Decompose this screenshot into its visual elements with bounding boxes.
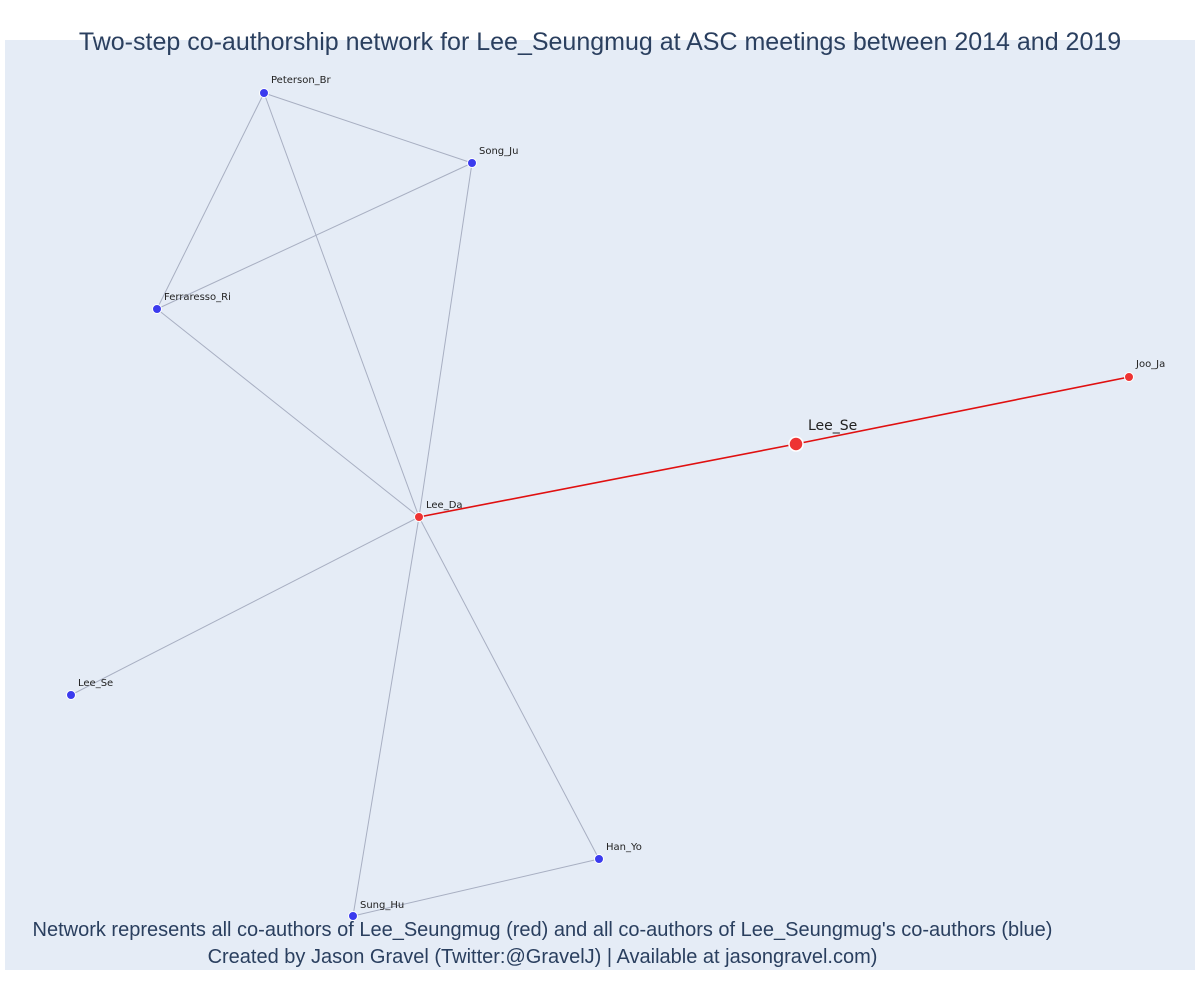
node-label-lee_da: Lee_Da — [426, 500, 463, 511]
label-layer: Lee_Se Joo_Ja Lee_Da Peterson_Br Song_Ju Ferr… — [78, 75, 1165, 911]
node-ferraresso_ri[interactable] — [153, 305, 162, 314]
node-label-ferraresso_ri: Ferraresso_Ri — [164, 292, 231, 303]
edge-lee_se_2-lee_da — [71, 517, 419, 695]
node-peterson_br[interactable] — [260, 89, 269, 98]
chart-footer: Network represents all co-authors of Lee… — [0, 917, 1085, 971]
edge-song_ju-ferraresso_ri — [157, 163, 472, 309]
node-label-lee_se_2: Lee_Se — [78, 678, 113, 689]
footer-credit: Created by Jason Gravel (Twitter:@Gravel… — [0, 944, 1085, 971]
node-label-han_yo: Han_Yo — [606, 842, 642, 853]
node-song_ju[interactable] — [468, 159, 477, 168]
node-lee_da[interactable] — [415, 513, 424, 522]
node-label-peterson_br: Peterson_Br — [271, 75, 332, 86]
edge-peterson_br-lee_da — [264, 93, 419, 517]
node-joo_ja[interactable] — [1125, 373, 1134, 382]
edge-peterson_br-song_ju — [264, 93, 472, 163]
node-lee_se_2[interactable] — [67, 691, 76, 700]
edge-lee_se_focal-lee_da — [419, 444, 796, 517]
edge-layer — [71, 93, 1129, 916]
node-label-sung_hu: Sung_Hu — [360, 900, 404, 911]
node-layer — [67, 89, 1134, 921]
edge-sung_hu-lee_da — [353, 517, 419, 916]
edge-ferraresso_ri-lee_da — [157, 309, 419, 517]
node-label-song_ju: Song_Ju — [479, 146, 518, 157]
node-han_yo[interactable] — [595, 855, 604, 864]
node-label-joo_ja: Joo_Ja — [1135, 359, 1165, 370]
edge-peterson_br-ferraresso_ri — [157, 93, 264, 309]
footer-description: Network represents all co-authors of Lee… — [0, 917, 1085, 944]
edge-han_yo-lee_da — [419, 517, 599, 859]
node-label-lee_se_focal: Lee_Se — [808, 418, 857, 434]
node-lee_se_focal[interactable] — [789, 437, 803, 451]
edge-song_ju-lee_da — [419, 163, 472, 517]
